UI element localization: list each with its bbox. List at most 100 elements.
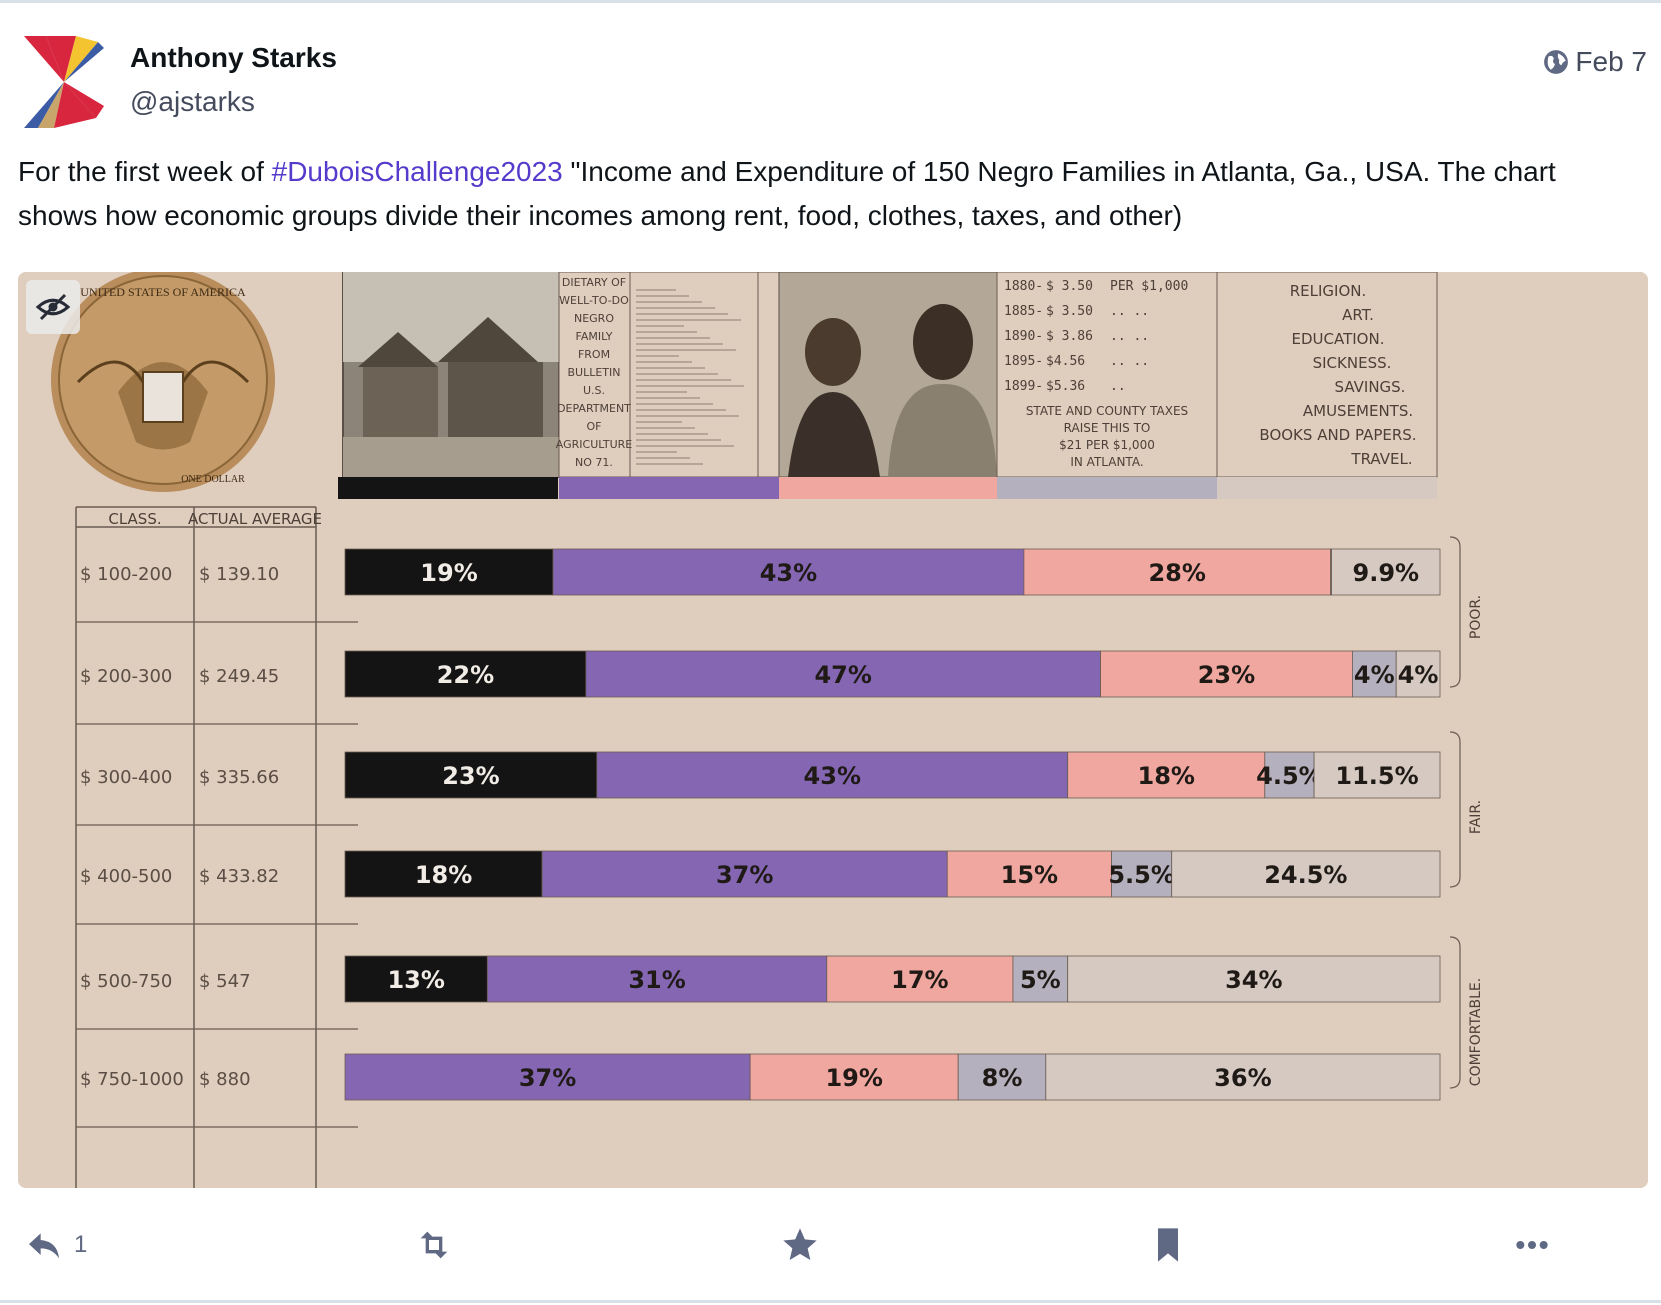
bar-label-other: 9.9% — [1353, 559, 1420, 587]
eye-slash-icon — [35, 293, 71, 321]
other-list-item: SAVINGS. — [1335, 378, 1406, 396]
dietary-text-line: AGRICULTURE — [556, 438, 633, 451]
boost-button[interactable] — [414, 1215, 454, 1275]
bar-label-taxes: 4.5% — [1256, 762, 1323, 790]
dietary-text-line: FAMILY — [576, 330, 613, 343]
header-bar-taxes — [997, 477, 1217, 499]
bar-segment-food — [344, 1053, 751, 1101]
bar-label-rent: 22% — [437, 661, 494, 689]
tax-rest: .. .. — [1110, 354, 1149, 369]
dietary-text-line: BULLETIN — [568, 366, 621, 379]
hide-media-button[interactable] — [26, 280, 80, 334]
other-list-item: RELIGION. — [1290, 282, 1367, 300]
post-content: For the first week of #DuboisChallenge20… — [18, 150, 1638, 238]
media-attachment[interactable]: UNITED STATES OF AMERICA ONE DOLLAR DIET… — [18, 272, 1648, 1188]
bookmark-icon — [1158, 1228, 1178, 1262]
other-list-item: SICKNESS. — [1313, 354, 1392, 372]
tax-rest: .. .. — [1110, 304, 1149, 319]
reply-button[interactable]: 1 — [24, 1215, 87, 1275]
post-text-intro: For the first week of — [18, 156, 272, 187]
action-bar: 1 — [0, 1215, 1661, 1275]
bar-segment-food — [552, 548, 1025, 596]
column-average-header: ACTUAL AVERAGE — [188, 510, 322, 528]
bar-segment-rent — [344, 955, 488, 1003]
bar-label-food: 37% — [519, 1064, 576, 1092]
tax-value: $ 3.86 — [1046, 329, 1093, 344]
bar-segment-other — [1045, 1053, 1441, 1101]
bar-segment-other — [1331, 548, 1441, 596]
tax-value: $4.56 — [1046, 354, 1085, 369]
bar-label-clothes: 28% — [1148, 559, 1205, 587]
bar-label-taxes: 8% — [982, 1064, 1023, 1092]
bar-segment-other — [1395, 650, 1441, 698]
post-date[interactable]: Feb 7 — [1543, 46, 1647, 78]
bar-label-food: 43% — [760, 559, 817, 587]
other-list-item: TRAVEL. — [1350, 450, 1412, 468]
bar-label-food: 43% — [804, 762, 861, 790]
bar-segment-food — [541, 850, 948, 898]
bar-segment-clothes — [946, 850, 1112, 898]
bar-label-clothes: 19% — [825, 1064, 882, 1092]
hashtag-link[interactable]: #DuboisChallenge2023 — [271, 156, 563, 187]
dietary-text-line: NO 71. — [575, 456, 613, 469]
bar-label-rent: 13% — [387, 966, 444, 994]
average-label: $ 880 — [199, 1069, 251, 1090]
avatar[interactable] — [24, 36, 104, 128]
bar-segment-clothes — [1023, 548, 1331, 596]
tax-note-line: RAISE THIS TO — [1064, 421, 1151, 435]
bar-segment-other — [1067, 955, 1441, 1003]
tax-year: 1890- — [1004, 329, 1043, 344]
bar-segment-taxes — [1352, 650, 1397, 698]
bar-segment-clothes — [1100, 650, 1353, 698]
bar-segment-food — [486, 955, 828, 1003]
class-label: $ 400-500 — [80, 866, 172, 887]
dietary-text-line: FROM — [578, 348, 610, 361]
tax-year: 1899- — [1004, 379, 1043, 394]
tax-year: 1895- — [1004, 354, 1043, 369]
display-name[interactable]: Anthony Starks — [130, 42, 337, 73]
coin-bottom-text: ONE DOLLAR — [181, 474, 245, 485]
coin-text: UNITED STATES OF AMERICA — [80, 285, 246, 299]
bar-label-other: 36% — [1214, 1064, 1271, 1092]
post-date-text: Feb 7 — [1575, 46, 1647, 77]
bar-label-other: 11.5% — [1335, 762, 1418, 790]
reply-icon — [29, 1233, 59, 1259]
bar-label-food: 47% — [814, 661, 871, 689]
portrait-photos — [778, 272, 998, 478]
tax-panel: 1880- $ 3.50 PER $1,000 1885- $ 3.50 .. .. 189… — [996, 272, 1218, 478]
dietary-text-line: WELL-TO-DO — [559, 294, 629, 307]
class-label: $ 750-1000 — [80, 1069, 184, 1090]
bar-label-rent: 18% — [415, 861, 472, 889]
other-list-item: BOOKS AND PAPERS. — [1259, 426, 1416, 444]
group-bracket — [1449, 731, 1461, 888]
bar-segment-taxes — [1111, 850, 1173, 898]
boost-icon — [420, 1231, 448, 1259]
reply-count: 1 — [74, 1231, 88, 1258]
column-class-header: CLASS. — [108, 510, 161, 528]
class-label: $ 100-200 — [80, 564, 172, 585]
dietary-panel: DIETARY OF WELL-TO-DO NEGRO FAMILY FROM BULLE… — [556, 272, 780, 478]
bar-label-taxes: 5% — [1020, 966, 1061, 994]
bar-segment-taxes — [957, 1053, 1047, 1101]
header-bar-other — [1217, 477, 1437, 499]
bar-label-rent: 23% — [442, 762, 499, 790]
coin-illustration: UNITED STATES OF AMERICA ONE DOLLAR — [51, 272, 275, 492]
chart-image: UNITED STATES OF AMERICA ONE DOLLAR DIET… — [18, 272, 1648, 1188]
bar-label-clothes: 17% — [891, 966, 948, 994]
tax-rest: PER $1,000 — [1110, 279, 1188, 294]
header-bar-rent — [338, 477, 558, 499]
bar-label-clothes: 15% — [1001, 861, 1058, 889]
favourite-button[interactable] — [780, 1215, 820, 1275]
bar-segment-clothes — [1067, 751, 1266, 799]
bookmark-button[interactable] — [1148, 1215, 1188, 1275]
bar-segment-rent — [344, 850, 543, 898]
more-icon — [1516, 1241, 1548, 1249]
more-button[interactable] — [1512, 1215, 1552, 1275]
bar-segment-taxes — [1264, 751, 1315, 799]
bar-segment-rent — [344, 650, 587, 698]
globe-icon — [1544, 50, 1569, 74]
account-handle[interactable]: @ajstarks — [130, 86, 255, 117]
class-table: CLASS. ACTUAL AVERAGE $ 100-200 $ 139.10 $… — [75, 506, 358, 1188]
bar-label-food: 31% — [628, 966, 685, 994]
bottom-divider — [0, 1300, 1661, 1303]
